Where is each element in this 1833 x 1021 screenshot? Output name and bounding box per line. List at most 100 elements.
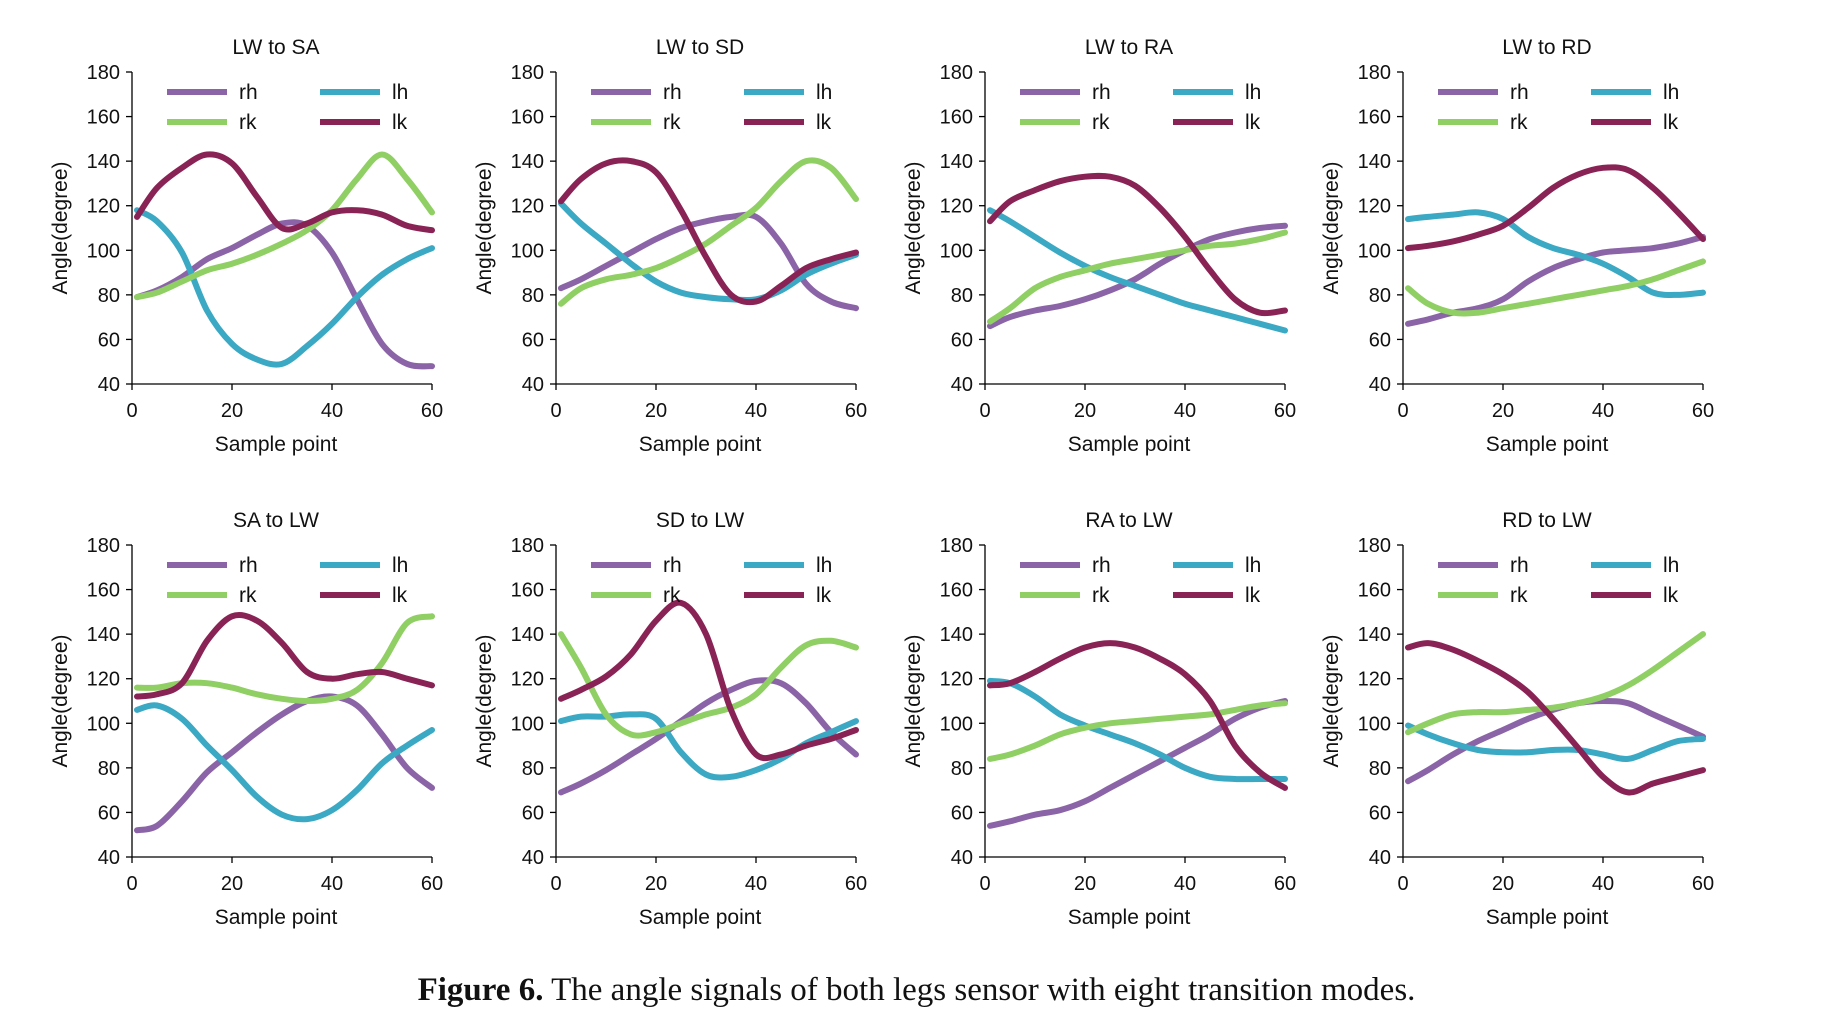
series-line-rh bbox=[558, 211, 859, 312]
y-tick-label: 40 bbox=[522, 374, 544, 396]
y-tick-label: 140 bbox=[1358, 624, 1391, 646]
series-line-lk bbox=[1405, 164, 1706, 252]
y-axis-label: Angle(degree) bbox=[473, 634, 496, 767]
x-tick-label: 0 bbox=[550, 400, 561, 422]
y-tick-label: 160 bbox=[87, 107, 120, 129]
y-axis-label: Angle(degree) bbox=[1320, 161, 1343, 294]
series-line-lh bbox=[1405, 209, 1706, 298]
series-line-rk bbox=[987, 700, 1288, 762]
y-tick-label: 120 bbox=[87, 669, 120, 691]
legend-label-lk: lk bbox=[392, 111, 408, 134]
y-axis-label: Angle(degree) bbox=[49, 161, 72, 294]
legend-label-rh: rh bbox=[239, 81, 258, 104]
legend-label-rk: rk bbox=[239, 584, 257, 607]
y-tick-label: 40 bbox=[522, 847, 544, 869]
x-axis-label: Sample point bbox=[639, 906, 762, 929]
y-tick-label: 80 bbox=[1369, 285, 1391, 307]
series-line-lk bbox=[134, 611, 435, 700]
chart-panel-8: 40 60 80 100 120 140 160 180 0 20 40 60 RD to LW Samp… bbox=[1320, 509, 1714, 929]
chart-panel-2: 40 60 80 100 120 140 160 180 0 20 40 60 LW to SD Samp… bbox=[473, 36, 867, 456]
legend-label-rh: rh bbox=[239, 554, 258, 577]
y-tick-label: 140 bbox=[511, 151, 544, 173]
y-tick-label: 100 bbox=[87, 713, 120, 735]
chart-panel-3: 40 60 80 100 120 140 160 180 0 20 40 60 LW to RA Samp… bbox=[902, 36, 1296, 456]
y-tick-label: 80 bbox=[522, 285, 544, 307]
chart-title: LW to SD bbox=[656, 36, 744, 59]
legend-label-lh: lh bbox=[1663, 81, 1679, 104]
legend-label-lk: lk bbox=[1245, 584, 1261, 607]
y-tick-label: 180 bbox=[1358, 535, 1391, 557]
chart-title: RD to LW bbox=[1502, 509, 1592, 532]
x-tick-label: 20 bbox=[221, 873, 243, 895]
chart-panel-4: 40 60 80 100 120 140 160 180 0 20 40 60 LW to RD Samp… bbox=[1320, 36, 1714, 456]
series-line-rk bbox=[134, 151, 435, 301]
legend-label-rh: rh bbox=[663, 554, 682, 577]
y-tick-label: 100 bbox=[511, 240, 544, 262]
x-tick-label: 0 bbox=[550, 873, 561, 895]
y-tick-label: 160 bbox=[1358, 107, 1391, 129]
y-tick-label: 180 bbox=[1358, 62, 1391, 84]
y-tick-label: 140 bbox=[940, 151, 973, 173]
y-tick-label: 60 bbox=[522, 802, 544, 824]
y-tick-label: 40 bbox=[98, 374, 120, 396]
y-tick-label: 120 bbox=[511, 196, 544, 218]
y-tick-label: 80 bbox=[98, 285, 120, 307]
series-line-rh bbox=[134, 219, 435, 370]
y-tick-label: 100 bbox=[1358, 240, 1391, 262]
y-tick-label: 180 bbox=[511, 62, 544, 84]
y-tick-label: 180 bbox=[87, 535, 120, 557]
y-axis-label: Angle(degree) bbox=[1320, 634, 1343, 767]
y-tick-label: 40 bbox=[98, 847, 120, 869]
y-tick-label: 140 bbox=[940, 624, 973, 646]
y-tick-label: 160 bbox=[511, 107, 544, 129]
series-line-rh bbox=[987, 222, 1288, 330]
series-line-rk bbox=[558, 631, 859, 739]
legend-label-rk: rk bbox=[1092, 111, 1110, 134]
x-tick-label: 0 bbox=[1397, 400, 1408, 422]
x-axis-label: Sample point bbox=[1486, 433, 1609, 456]
series-line-lh bbox=[987, 207, 1288, 334]
legend-label-lh: lh bbox=[392, 554, 408, 577]
y-tick-label: 60 bbox=[951, 329, 973, 351]
x-tick-label: 40 bbox=[1174, 400, 1196, 422]
legend-label-rk: rk bbox=[1092, 584, 1110, 607]
chart-panel-5: 40 60 80 100 120 140 160 180 0 20 40 60 SA to LW Samp… bbox=[49, 509, 443, 929]
legend-label-lh: lh bbox=[816, 81, 832, 104]
y-tick-label: 60 bbox=[98, 329, 120, 351]
y-tick-label: 100 bbox=[1358, 713, 1391, 735]
y-tick-label: 60 bbox=[98, 802, 120, 824]
y-tick-label: 100 bbox=[87, 240, 120, 262]
chart-title: RA to LW bbox=[1085, 509, 1172, 532]
y-tick-label: 80 bbox=[522, 758, 544, 780]
legend-label-lh: lh bbox=[816, 554, 832, 577]
series-line-rk bbox=[134, 613, 435, 704]
legend-label-lh: lh bbox=[1245, 81, 1261, 104]
legend-label-lk: lk bbox=[1245, 111, 1261, 134]
y-tick-label: 160 bbox=[940, 580, 973, 602]
x-tick-label: 40 bbox=[745, 400, 767, 422]
series-line-lh bbox=[1405, 722, 1706, 763]
series-line-lk bbox=[987, 640, 1288, 791]
x-tick-label: 0 bbox=[1397, 873, 1408, 895]
legend-label-rh: rh bbox=[1510, 554, 1529, 577]
series-line-lh bbox=[558, 200, 859, 304]
legend-label-rk: rk bbox=[239, 111, 257, 134]
caption-label: Figure 6. bbox=[417, 972, 544, 1008]
y-tick-label: 40 bbox=[1369, 847, 1391, 869]
series-line-rh bbox=[987, 698, 1288, 829]
y-tick-label: 180 bbox=[87, 62, 120, 84]
y-tick-label: 160 bbox=[511, 580, 544, 602]
series-line-lh bbox=[134, 207, 435, 368]
y-tick-label: 40 bbox=[951, 374, 973, 396]
chart-title: LW to SA bbox=[232, 36, 319, 59]
series-line-rk bbox=[1405, 258, 1706, 317]
y-axis-label: Angle(degree) bbox=[902, 634, 925, 767]
legend-label-rk: rk bbox=[663, 111, 681, 134]
x-tick-label: 0 bbox=[126, 873, 137, 895]
y-tick-label: 120 bbox=[87, 196, 120, 218]
series-line-lh bbox=[134, 702, 435, 823]
legend-label-rh: rh bbox=[663, 81, 682, 104]
x-tick-label: 20 bbox=[1492, 400, 1514, 422]
series-line-rh bbox=[134, 693, 435, 834]
chart-panel-1: 40 60 80 100 120 140 160 180 0 20 40 60 LW to SA Samp… bbox=[49, 36, 443, 456]
